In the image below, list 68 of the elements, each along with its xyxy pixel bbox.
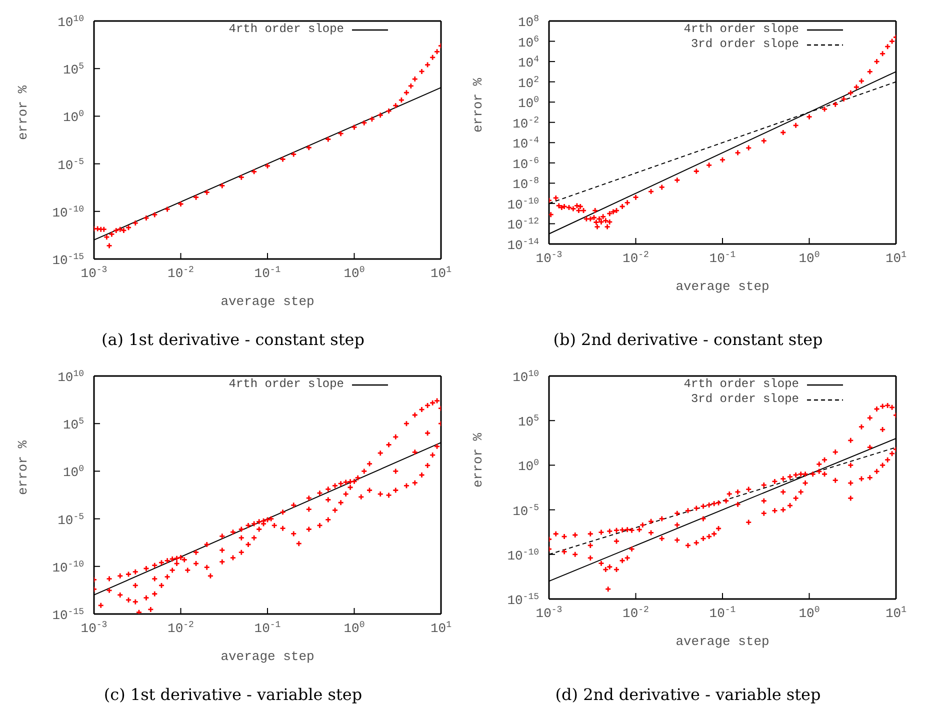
legend-label: 3rd order slope [690, 392, 799, 407]
y-tick-label: 10$^{-6}$ [512, 156, 539, 172]
x-tick-label: 10$^{-2}$ [168, 620, 194, 636]
y-tick-label: 10$^{-12}$ [507, 216, 539, 233]
text: (a) 1st derivative - constant step [102, 330, 364, 349]
y-tick-label: 10$^{10}$ [58, 14, 84, 30]
x-tick-label: 10$^{0}$ [344, 620, 365, 636]
y-tick-label: 10$^{8}$ [518, 14, 539, 30]
legend-label: 4rth order slope [684, 377, 799, 392]
y-tick-label: 10$^{-14}$ [507, 237, 539, 253]
y-axis-title: error % [16, 85, 31, 140]
x-tick-label: 10$^{0}$ [344, 265, 365, 281]
y-tick-label: 10$^{-15}$ [507, 592, 539, 608]
y-tick-label: 10$^{-5}$ [58, 512, 84, 528]
y-tick-label: 10$^{5}$ [62, 62, 84, 78]
text: (d) 2nd derivative - variable step [555, 685, 821, 704]
x-tick-label: 10$^{-1}$ [254, 620, 281, 636]
y-tick-label: 10$^{6}$ [518, 34, 539, 50]
x-tick-label: 10$^{0}$ [798, 605, 820, 621]
x-tick-label: 10$^{-1}$ [709, 250, 736, 266]
y-tick-label: 10$^{2}$ [518, 74, 539, 91]
y-tick-label: 10$^{-10}$ [507, 196, 539, 212]
legend-label: 3rd order slope [690, 37, 799, 52]
y-tick-label: 10$^{-15}$ [52, 252, 84, 268]
legend-label: 4rth order slope [228, 377, 344, 392]
x-tick-label: 10$^{1}$ [430, 265, 452, 281]
x-axis-title: average step [220, 294, 314, 309]
text: (c) 1st derivative - variable step [104, 685, 362, 704]
x-axis-title: average step [220, 649, 314, 664]
y-tick-label: 10$^{-4}$ [512, 136, 539, 152]
y-tick-label: 10$^{-5}$ [58, 156, 84, 173]
text: (b) 2nd derivative - constant step [553, 330, 823, 349]
y-tick-label: 10$^{-2}$ [512, 115, 539, 132]
x-tick-label: 10$^{-2}$ [622, 605, 649, 621]
y-tick-label: 10$^{-10}$ [52, 204, 84, 220]
y-tick-label: 10$^{0}$ [62, 109, 84, 126]
legend-label: 4rth order slope [684, 22, 799, 37]
x-tick-label: 10$^{-3}$ [80, 620, 108, 636]
y-tick-label: 10$^{0}$ [62, 464, 84, 480]
x-axis-title: average step [676, 634, 770, 649]
x-tick-label: 10$^{-1}$ [709, 605, 736, 621]
y-tick-label: 10$^{0}$ [518, 95, 539, 112]
y-tick-label: 10$^{4}$ [518, 54, 539, 71]
x-tick-label: 10$^{-2}$ [168, 265, 194, 281]
y-tick-label: 10$^{0}$ [518, 458, 539, 474]
x-tick-label: 10$^{1}$ [885, 605, 907, 621]
y-tick-label: 10$^{5}$ [62, 416, 84, 433]
y-tick-label: 10$^{-15}$ [52, 607, 84, 623]
y-axis-title: error % [470, 78, 486, 132]
x-tick-label: 10$^{-3}$ [536, 250, 562, 266]
x-tick-label: 10$^{1}$ [430, 620, 452, 636]
y-tick-label: 10$^{5}$ [518, 414, 539, 430]
x-tick-label: 10$^{-1}$ [254, 265, 281, 281]
legend-label: 4rth order slope [228, 22, 344, 37]
y-tick-label: 10$^{-5}$ [512, 502, 539, 519]
x-axis-title: average step [676, 279, 770, 294]
y-tick-label: 10$^{10}$ [58, 369, 84, 385]
y-axis-title: error % [470, 432, 486, 488]
y-tick-label: 10$^{10}$ [512, 369, 539, 385]
y-axis-title: error % [16, 440, 31, 495]
x-tick-label: 10$^{0}$ [798, 250, 820, 266]
y-tick-label: 10$^{-10}$ [52, 559, 84, 576]
y-tick-label: 10$^{-10}$ [507, 547, 539, 564]
x-tick-label: 10$^{1}$ [885, 250, 907, 266]
x-tick-label: 10$^{-3}$ [80, 265, 108, 281]
x-tick-label: 10$^{-2}$ [622, 250, 649, 266]
y-tick-label: 10$^{-8}$ [512, 176, 539, 192]
x-tick-label: 10$^{-3}$ [536, 605, 562, 621]
